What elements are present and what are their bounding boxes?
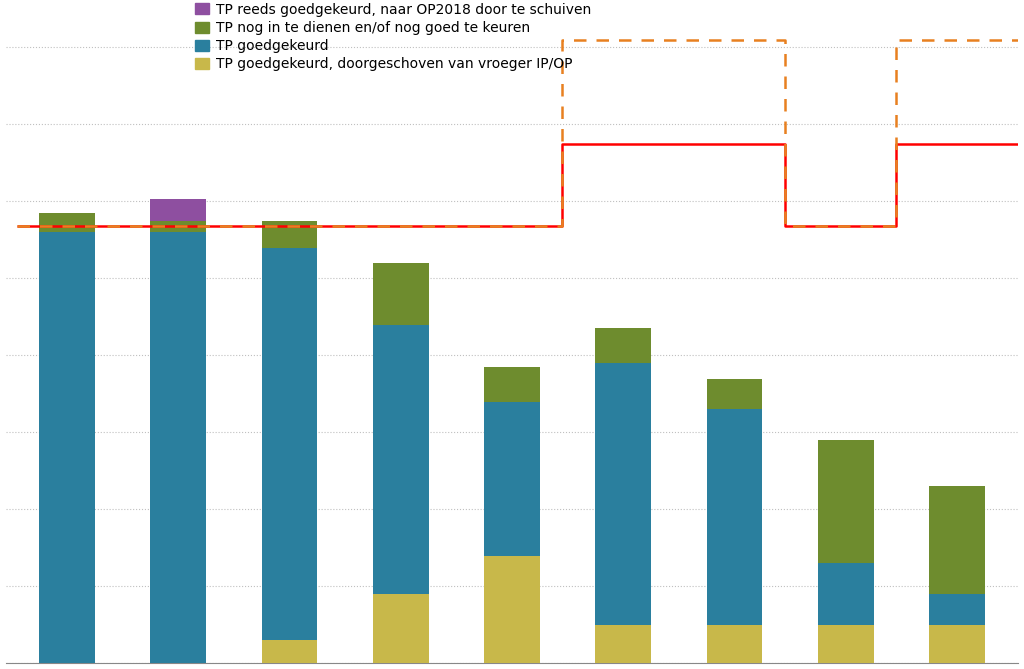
Bar [707,625,763,664]
Legend: TP reeds goedgekeurd, naar OP2018 door te schuiven, TP nog in te dienen en/of no: TP reeds goedgekeurd, naar OP2018 door t… [195,3,591,72]
Bar [707,409,763,625]
Bar [261,248,317,640]
Bar [39,213,94,232]
Bar [151,221,206,232]
Bar [930,625,985,664]
Bar [707,379,763,409]
Bar [596,363,651,625]
Bar [151,232,206,664]
Bar [373,263,428,324]
Bar [596,625,651,664]
Bar [261,640,317,664]
Bar [930,486,985,594]
Bar [373,594,428,664]
Bar [151,199,206,221]
Bar [930,594,985,625]
Bar [261,221,317,248]
Bar [596,328,651,363]
Bar [484,401,540,556]
Bar [818,563,873,625]
Bar [484,367,540,401]
Bar [818,440,873,563]
Bar [39,232,94,664]
Bar [484,556,540,664]
Bar [818,625,873,664]
Bar [373,324,428,594]
